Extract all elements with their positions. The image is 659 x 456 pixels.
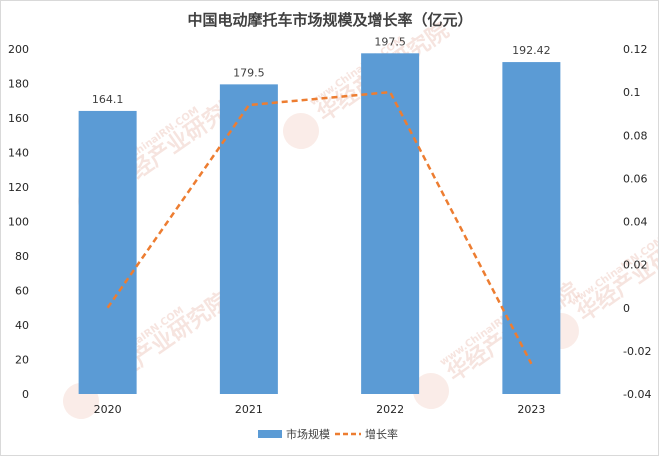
right-tick-label: 0.1 — [623, 86, 641, 99]
left-tick-label: 120 — [8, 181, 29, 194]
legend-bar-label: 市场规模 — [286, 427, 330, 441]
bar-label-2022: 197.5 — [374, 35, 406, 48]
category-label-2022: 2022 — [376, 403, 404, 416]
bar-label-2023: 192.42 — [512, 44, 551, 57]
right-tick-label: 0.02 — [623, 259, 648, 272]
right-tick-label: 0.08 — [623, 129, 648, 142]
bar-2023 — [502, 62, 561, 394]
legend-bar-swatch — [258, 430, 282, 438]
right-tick-label: 0 — [623, 302, 630, 315]
bar-label-2021: 179.5 — [233, 66, 265, 79]
bar-2020 — [78, 110, 137, 395]
left-tick-label: 0 — [22, 388, 29, 401]
legend-line-label: 增长率 — [365, 427, 398, 441]
right-tick-label: 0.12 — [623, 43, 648, 56]
line-series — [106, 90, 533, 365]
category-label-2021: 2021 — [235, 403, 263, 416]
watermark-layer: 华经产业研究院www.ChinaIRN.COM华经产业研究院www.ChinaI… — [63, 17, 658, 419]
bar-series — [78, 53, 561, 395]
right-tick-label: -0.04 — [623, 388, 651, 401]
left-tick-label: 40 — [15, 319, 29, 332]
watermark-logo-icon — [283, 113, 319, 149]
right-tick-label: -0.02 — [623, 345, 651, 358]
bar-label-2020: 164.1 — [92, 93, 124, 106]
right-tick-label: 0.04 — [623, 216, 648, 229]
left-tick-label: 80 — [15, 250, 29, 263]
left-tick-label: 180 — [8, 78, 29, 91]
left-tick-label: 100 — [8, 216, 29, 229]
watermark-logo-icon — [413, 373, 449, 409]
left-tick-label: 20 — [15, 354, 29, 367]
left-tick-label: 200 — [8, 43, 29, 56]
left-axis: 0 20 40 60 80 100 120 140 160 180 200 — [8, 43, 29, 401]
category-label-2020: 2020 — [94, 403, 122, 416]
bar-2021 — [219, 84, 278, 395]
x-axis: 2020 2021 2022 2023 — [94, 403, 546, 416]
bar-2022 — [361, 53, 420, 394]
growth-rate-line — [106, 90, 533, 365]
right-axis: -0.04 -0.02 0 0.02 0.04 0.06 0.08 0.1 0.12 — [623, 43, 651, 401]
legend: 市场规模 增长率 — [258, 427, 398, 441]
bar-data-labels: 164.1 179.5 197.5 192.42 — [92, 35, 551, 106]
category-label-2023: 2023 — [517, 403, 545, 416]
left-tick-label: 160 — [8, 112, 29, 125]
left-tick-label: 60 — [15, 285, 29, 298]
chart-title: 中国电动摩托车市场规模及增长率（亿元） — [187, 11, 472, 29]
left-tick-label: 140 — [8, 147, 29, 160]
right-tick-label: 0.06 — [623, 172, 648, 185]
